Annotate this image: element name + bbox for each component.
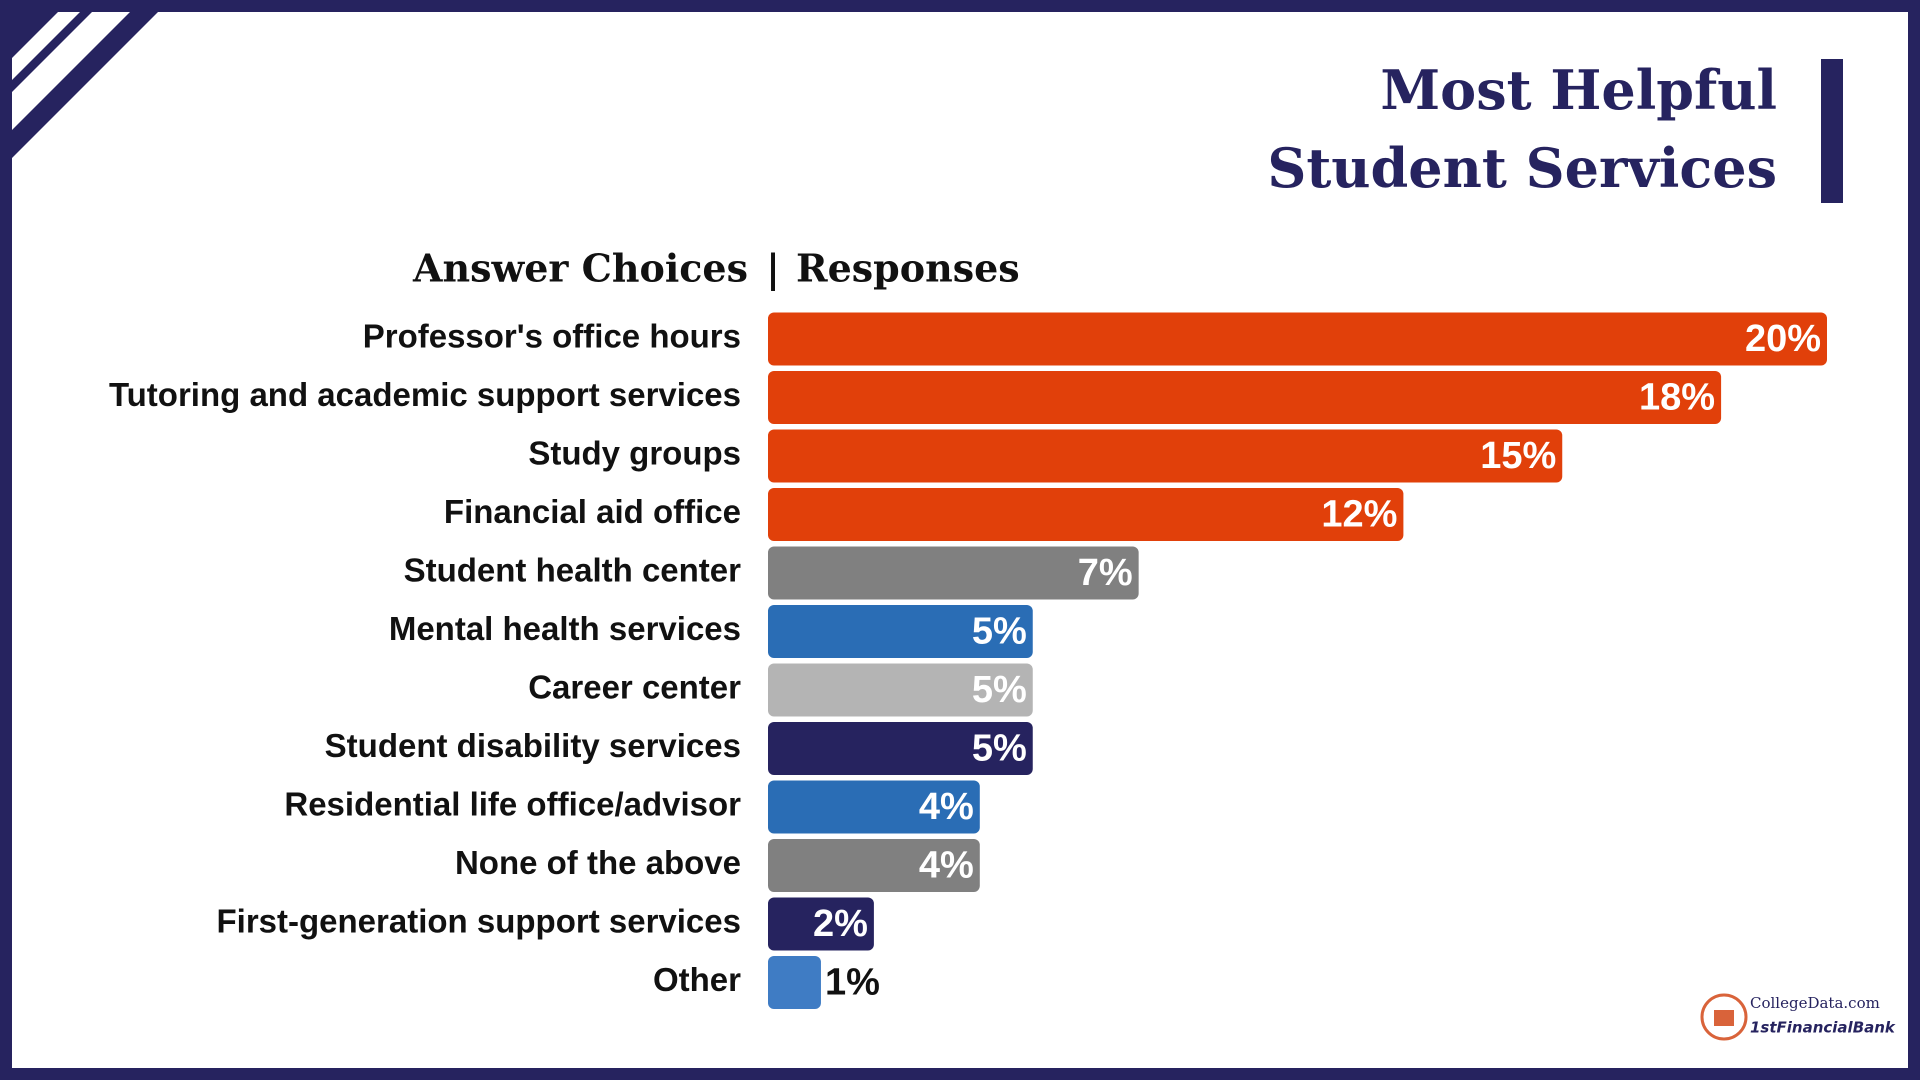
bar: [768, 722, 1033, 775]
bar: [768, 956, 821, 1009]
bar: [768, 780, 980, 834]
value-label: 15%: [1480, 435, 1556, 477]
category-label: Student disability services: [325, 727, 741, 764]
column-header: Responses: [796, 246, 1020, 291]
column-header: Answer Choices: [412, 246, 748, 291]
value-label: 5%: [972, 728, 1027, 770]
logo-text: CollegeData.com: [1750, 994, 1880, 1012]
chart-title: Student Services: [1267, 136, 1777, 200]
value-label: 4%: [919, 786, 974, 828]
value-label: 12%: [1321, 494, 1397, 536]
bar: [768, 605, 1033, 658]
category-label: Career center: [528, 669, 741, 706]
category-label: Professor's office hours: [363, 318, 741, 355]
logo-icon: [1714, 1010, 1734, 1026]
title-accent: [1821, 59, 1843, 203]
bar: [768, 897, 874, 951]
category-label: Residential life office/advisor: [284, 786, 741, 823]
corner-stripes: [12, 12, 158, 158]
bar: [768, 429, 1563, 483]
logo: CollegeData.com 1stFinancialBank: [1700, 993, 1896, 1041]
bar: [768, 546, 1139, 600]
value-label: 20%: [1745, 318, 1821, 360]
category-label: None of the above: [455, 844, 741, 881]
category-label: Other: [653, 961, 741, 998]
bar: [768, 663, 1033, 717]
category-label: First-generation support services: [217, 903, 741, 940]
value-label: 2%: [813, 903, 868, 945]
chart-title: Most Helpful: [1380, 58, 1777, 122]
value-label: 4%: [919, 845, 974, 887]
value-label: 5%: [972, 669, 1027, 711]
category-label: Study groups: [528, 435, 741, 472]
bar: [768, 488, 1404, 541]
column-separator: |: [766, 246, 780, 291]
bar: [768, 839, 980, 892]
category-label: Financial aid office: [444, 493, 741, 530]
value-label: 1%: [825, 962, 880, 1004]
value-label: 7%: [1078, 552, 1133, 594]
logo-text: 1stFinancialBank: [1750, 1019, 1896, 1037]
category-label: Student health center: [404, 552, 742, 589]
bar: [768, 312, 1827, 366]
value-label: 18%: [1639, 377, 1715, 419]
value-label: 5%: [972, 611, 1027, 653]
category-label: Tutoring and academic support services: [109, 376, 741, 413]
category-label: Mental health services: [389, 610, 741, 647]
bar: [768, 371, 1722, 424]
